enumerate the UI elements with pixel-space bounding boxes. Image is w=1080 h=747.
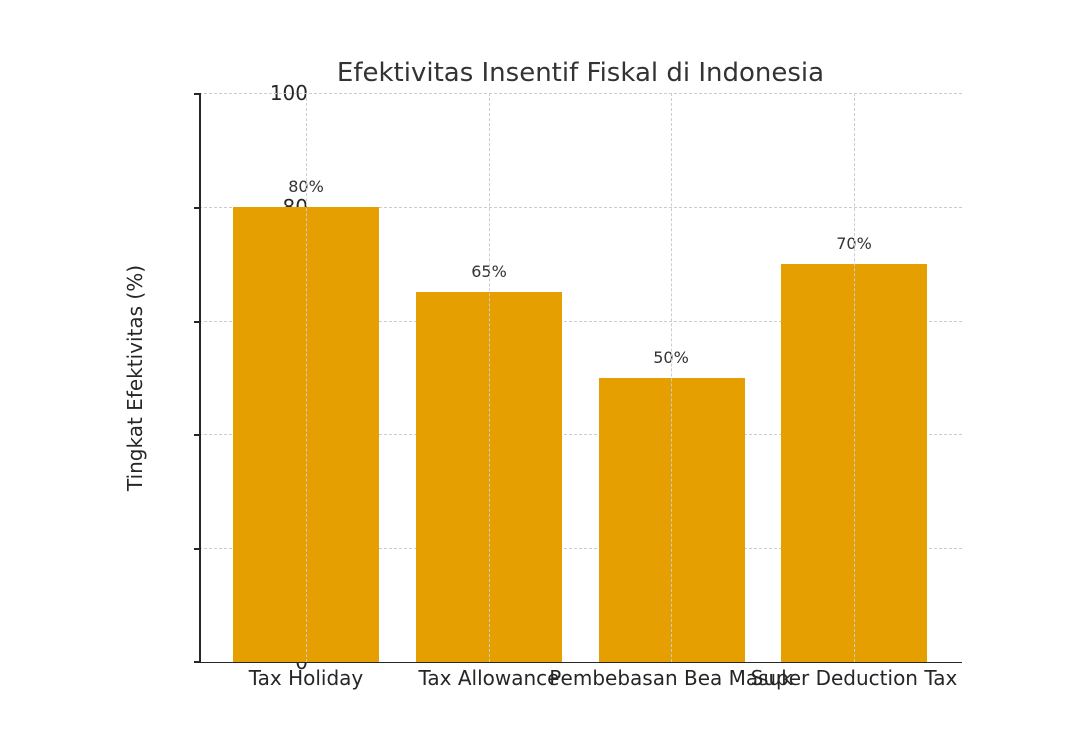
x-tick-label: Pembebasan Bea Masuk — [549, 666, 793, 690]
y-axis-line — [199, 93, 201, 662]
y-tick-mark — [194, 434, 199, 436]
grid-line — [489, 93, 490, 662]
chart-title: Efektivitas Insentif Fiskal di Indonesia — [336, 58, 825, 88]
x-tick-label: Super Deduction Tax — [750, 666, 958, 690]
plot-area: 80% 65% 50% 70% — [194, 93, 962, 663]
grid-line — [671, 93, 672, 662]
grid-line — [199, 93, 962, 94]
x-tick-label: Tax Holiday — [248, 666, 364, 690]
grid-line — [199, 207, 962, 208]
y-axis-label: Tingkat Efektivitas (%) — [123, 264, 147, 492]
x-tick-label: Tax Allowance — [418, 666, 560, 690]
grid-line — [306, 93, 307, 662]
x-axis-line — [199, 661, 962, 663]
y-tick-mark — [194, 93, 199, 95]
y-tick-mark — [194, 661, 199, 663]
bar-pembebasan-bea-masuk — [599, 378, 745, 662]
grid-line — [199, 321, 962, 322]
y-tick-mark — [194, 321, 199, 323]
grid-line — [199, 434, 962, 435]
y-tick-mark — [194, 548, 199, 550]
grid-line — [854, 93, 855, 662]
grid-line — [199, 548, 962, 549]
y-tick-mark — [194, 207, 199, 209]
